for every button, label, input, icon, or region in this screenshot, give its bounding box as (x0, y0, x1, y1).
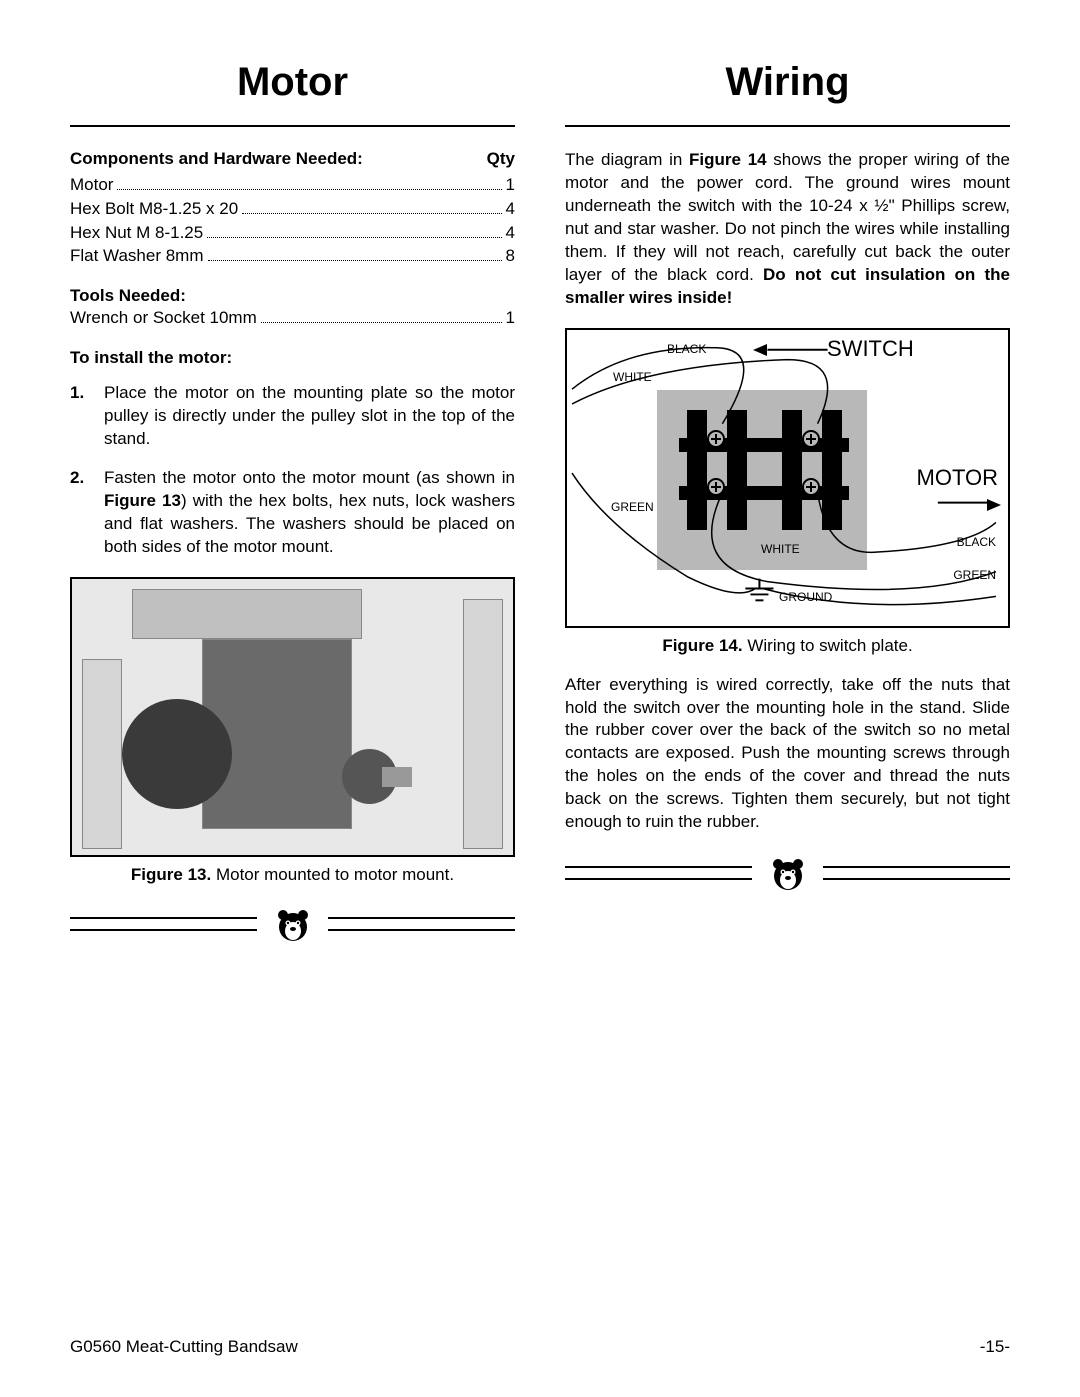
components-header: Components and Hardware Needed: (70, 149, 363, 169)
tool-row: Wrench or Socket 10mm 1 (70, 306, 515, 330)
figure-14-diagram: SWITCH MOTOR BLACK WHITE GREEN WHITE BLA… (565, 328, 1010, 628)
install-header: To install the motor: (70, 348, 515, 368)
switch-label: SWITCH (827, 336, 914, 362)
figure-13-image (70, 577, 515, 857)
tools-block: Tools Needed: Wrench or Socket 10mm 1 (70, 286, 515, 330)
green-bot-label: GREEN (953, 568, 996, 582)
wiring-column: Wiring The diagram in Figure 14 shows th… (565, 60, 1010, 951)
footer-right: -15- (980, 1337, 1010, 1357)
step-1: 1. Place the motor on the mounting plate… (70, 382, 515, 451)
qty-header: Qty (487, 149, 515, 169)
motor-column: Motor Components and Hardware Needed: Qt… (70, 60, 515, 951)
motor-heading: Motor (70, 60, 515, 105)
component-row: Flat Washer 8mm 8 (70, 244, 515, 268)
section-divider (70, 911, 515, 951)
motor-label: MOTOR (917, 465, 998, 491)
white-bot-label: WHITE (761, 542, 800, 556)
wiring-para-1: The diagram in Figure 14 shows the prope… (565, 149, 1010, 310)
component-row: Motor 1 (70, 173, 515, 197)
bear-icon (275, 907, 311, 943)
black-bot-label: BLACK (957, 535, 996, 549)
step-2: 2. Fasten the motor onto the motor mount… (70, 467, 515, 559)
install-block: To install the motor: 1. Place the motor… (70, 348, 515, 559)
green-left-label: GREEN (611, 500, 654, 514)
section-divider (565, 860, 1010, 900)
black-top-label: BLACK (667, 342, 706, 356)
wiring-heading: Wiring (565, 60, 1010, 105)
rule (70, 125, 515, 127)
page-footer: G0560 Meat-Cutting Bandsaw -15- (70, 1337, 1010, 1357)
rule (565, 125, 1010, 127)
wiring-para-2: After everything is wired correctly, tak… (565, 674, 1010, 835)
ground-label: GROUND (779, 590, 832, 604)
white-top-label: WHITE (613, 370, 652, 384)
components-block: Components and Hardware Needed: Qty Moto… (70, 149, 515, 268)
figure-14-caption: Figure 14. Wiring to switch plate. (565, 636, 1010, 656)
component-row: Hex Nut M 8-1.25 4 (70, 221, 515, 245)
tools-header: Tools Needed: (70, 286, 515, 306)
component-row: Hex Bolt M8-1.25 x 20 4 (70, 197, 515, 221)
bear-icon (770, 856, 806, 892)
figure-13-caption: Figure 13. Motor mounted to motor mount. (70, 865, 515, 885)
footer-left: G0560 Meat-Cutting Bandsaw (70, 1337, 298, 1357)
